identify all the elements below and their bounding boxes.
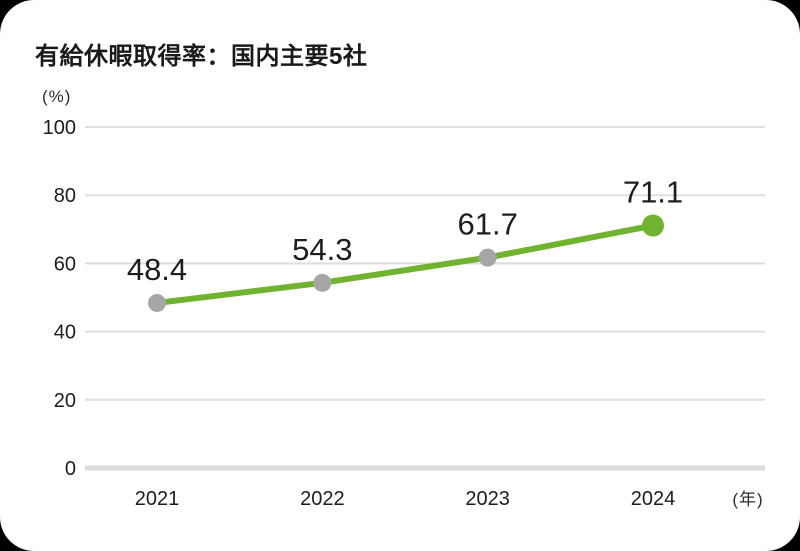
x-tick-label: 2022	[300, 488, 345, 510]
y-tick-label: 0	[65, 458, 76, 480]
data-point-label: 61.7	[457, 207, 517, 242]
trend-line	[154, 222, 656, 306]
data-point-label: 48.4	[127, 252, 187, 287]
x-axis-unit-label: (年)	[732, 490, 763, 509]
data-point	[148, 293, 166, 312]
y-axis-unit-label: (%)	[42, 87, 71, 106]
chart-title: 有給休暇取得率：国内主要5社	[35, 43, 368, 70]
y-tick-label: 40	[54, 322, 76, 344]
data-point-label: 54.3	[292, 232, 352, 267]
data-point	[478, 248, 497, 267]
x-tick-label: 2024	[631, 488, 676, 510]
data-point-latest	[642, 214, 664, 237]
x-tick-label: 2021	[135, 488, 180, 510]
y-tick-label: 60	[54, 253, 76, 275]
x-tick-label: 2023	[465, 488, 510, 510]
data-point	[313, 273, 332, 292]
y-tick-label: 100	[43, 117, 76, 139]
data-point-label: 71.1	[623, 175, 683, 210]
y-tick-label: 80	[54, 185, 76, 207]
y-tick-label: 20	[54, 390, 76, 412]
